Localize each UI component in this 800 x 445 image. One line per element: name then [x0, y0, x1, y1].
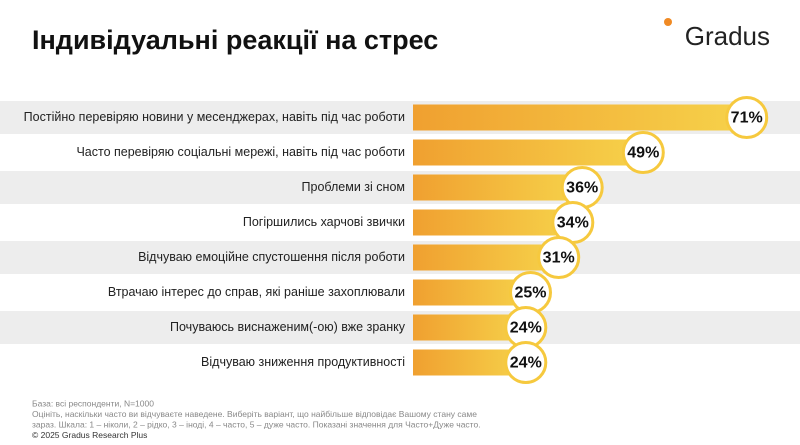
footnote: Оцініть, наскільки часто ви відчуваєте н… [32, 409, 477, 419]
footnote: База: всі респонденти, N=1000 [32, 398, 154, 408]
value-badge [537, 236, 581, 279]
category-label: Погіршились харчові звички [243, 215, 405, 229]
value-label: 25% [514, 285, 546, 302]
bar [413, 139, 644, 166]
bar [413, 209, 573, 236]
footnote: зараз. Шкала: 1 – ніколи, 2 – рідко, 3 –… [32, 419, 481, 429]
category-label: Відчуваю зниження продуктивності [201, 355, 405, 369]
logo: Gradus [685, 21, 770, 51]
value-label: 49% [627, 145, 659, 162]
row-stripe [0, 171, 800, 204]
value-label: 71% [731, 110, 763, 127]
bar [413, 104, 747, 131]
row-stripe [0, 241, 800, 274]
category-label: Часто перевіряю соціальні мережі, навіть… [76, 145, 405, 159]
logo-dot [664, 18, 672, 26]
value-label: 24% [510, 320, 542, 337]
value-label: 24% [510, 355, 542, 372]
value-badge [504, 341, 548, 384]
value-badge [621, 131, 665, 174]
value-label: 34% [557, 215, 589, 232]
row-stripe [0, 311, 800, 344]
category-label: Втрачаю інтерес до справ, які раніше зах… [108, 285, 405, 299]
footnote: © 2025 Gradus Research Plus [32, 430, 147, 440]
chart-title: Індивідуальні реакції на стрес [32, 25, 438, 55]
bar [413, 174, 583, 201]
category-label: Проблеми зі сном [302, 180, 405, 194]
value-badge [725, 96, 769, 139]
value-label: 36% [566, 180, 598, 197]
category-label: Почуваюсь виснаженим(-ою) вже зранку [170, 320, 406, 334]
category-label: Відчуваю емоційне спустошення після робо… [138, 250, 405, 264]
category-label: Постійно перевіряю новини у месенджерах,… [24, 110, 405, 124]
bar [413, 244, 559, 271]
value-label: 31% [543, 250, 575, 267]
